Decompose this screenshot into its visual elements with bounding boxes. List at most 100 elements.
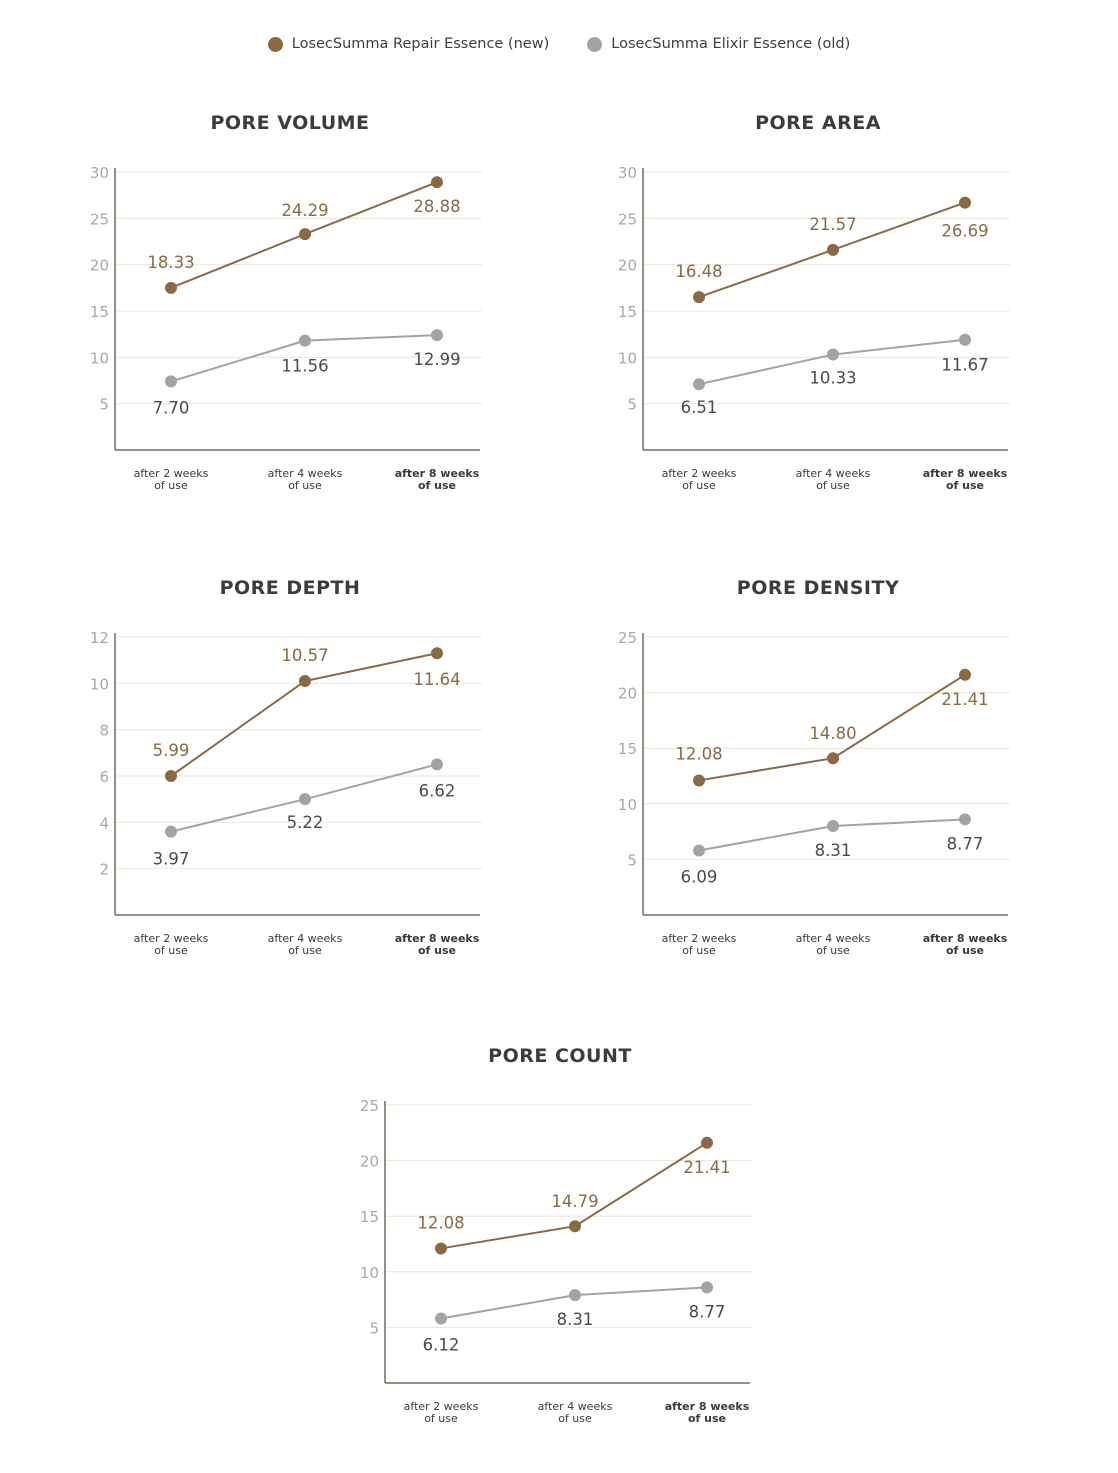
data-label-old: 8.77 (689, 1302, 726, 1321)
data-point-old (299, 793, 311, 806)
chart-title: PORE AREA (755, 112, 881, 134)
data-point-new (299, 228, 311, 241)
y-tick-label: 10 (90, 349, 109, 367)
x-tick-line-2: of use (816, 944, 850, 957)
x-tick-line-2: of use (154, 479, 188, 492)
chart-plot: 5 10 15 20 25 30 18.33 24.29 28.88 7.70 11.56 12.99 (90, 164, 482, 451)
data-point-old (693, 844, 705, 857)
data-label-new: 18.33 (147, 253, 194, 272)
x-tick-label: after 2 weeks of use (121, 933, 221, 957)
data-label-old: 6.09 (681, 868, 718, 887)
data-point-old (165, 825, 177, 838)
data-label-old: 6.51 (681, 398, 718, 417)
data-label-new: 24.29 (281, 201, 328, 220)
y-tick-label: 25 (90, 210, 109, 228)
y-tick-label: 20 (90, 257, 109, 275)
data-point-new (165, 770, 177, 782)
y-tick-label: 20 (618, 257, 637, 275)
y-tick-label: 25 (360, 1097, 379, 1115)
data-label-new: 21.57 (809, 215, 856, 234)
y-tick-label: 10 (90, 675, 109, 693)
data-point-new (693, 774, 705, 787)
x-tick-line-1: after 8 weeks (394, 467, 480, 480)
data-label-new: 5.99 (153, 741, 190, 760)
y-tick-label: 15 (618, 303, 637, 321)
data-point-old (299, 334, 311, 347)
x-tick-label: after 2 weeks of use (649, 468, 749, 492)
x-tick-line-2: of use (424, 1412, 458, 1425)
x-tick-label: after 8 weeks of use (915, 933, 1015, 957)
y-tick-label: 4 (99, 814, 109, 832)
x-tick-label: after 2 weeks of use (121, 468, 221, 492)
data-point-new (435, 1242, 447, 1255)
y-tick-label: 5 (99, 396, 109, 414)
x-tick-line-2: of use (288, 479, 322, 492)
data-label-old: 6.62 (419, 781, 456, 800)
chart-title: PORE VOLUME (210, 112, 370, 134)
x-tick-line-1: after 4 weeks (537, 1400, 613, 1413)
y-tick-label: 15 (90, 303, 109, 321)
legend-label-old: LosecSumma Elixir Essence (old) (611, 36, 851, 52)
data-label-old: 12.99 (413, 350, 460, 369)
data-point-new (827, 243, 839, 256)
data-label-old: 11.56 (281, 357, 328, 376)
chart-plot: 2 4 6 8 10 12 5.99 10.57 11.64 3.97 5.22 6.62 (90, 629, 482, 916)
data-label-new: 26.69 (941, 222, 988, 241)
y-tick-label: 15 (618, 740, 637, 758)
x-tick-label: after 8 weeks of use (387, 933, 487, 957)
x-tick-line-1: after 4 weeks (267, 932, 343, 945)
y-tick-label: 2 (99, 861, 109, 879)
x-tick-line-2: of use (945, 944, 984, 957)
data-label-new: 10.57 (281, 646, 328, 665)
data-label-old: 3.97 (153, 850, 190, 869)
legend-item-old: LosecSumma Elixir Essence (old) (587, 36, 850, 52)
data-label-old: 8.31 (815, 841, 852, 860)
legend: LosecSumma Repair Essence (new) LosecSum… (0, 36, 1118, 52)
x-tick-line-1: after 2 weeks (133, 932, 209, 945)
data-label-old: 8.77 (947, 834, 984, 853)
data-point-new (165, 281, 177, 294)
data-label-new: 14.80 (809, 724, 856, 743)
data-point-old (431, 758, 443, 771)
x-tick-line-1: after 4 weeks (795, 467, 871, 480)
y-tick-label: 12 (90, 629, 109, 647)
x-tick-line-2: of use (816, 479, 850, 492)
data-point-new (299, 675, 311, 688)
y-tick-label: 10 (618, 349, 637, 367)
legend-item-new: LosecSumma Repair Essence (new) (267, 36, 549, 52)
x-tick-label: after 8 weeks of use (915, 468, 1015, 492)
data-label-new: 21.41 (941, 690, 988, 709)
data-point-new (569, 1220, 581, 1233)
chart-plot: 5 10 15 20 25 30 16.48 21.57 26.69 6.51 10.33 11.67 (618, 164, 1010, 451)
data-point-new (701, 1136, 713, 1149)
data-label-new: 11.64 (413, 670, 460, 689)
x-tick-line-2: of use (154, 944, 188, 957)
data-label-old: 11.67 (941, 356, 988, 375)
x-tick-line-2: of use (417, 479, 456, 492)
data-label-old: 7.70 (153, 398, 190, 417)
data-point-old (569, 1289, 581, 1302)
chart-title: PORE DENSITY (736, 577, 900, 599)
data-label-new: 12.08 (417, 1213, 464, 1232)
data-label-old: 5.22 (287, 813, 324, 832)
y-tick-label: 20 (360, 1153, 379, 1171)
x-tick-line-1: after 4 weeks (267, 467, 343, 480)
y-tick-label: 5 (369, 1319, 379, 1337)
x-tick-line-1: after 4 weeks (795, 932, 871, 945)
chart-plot: 5 10 15 20 25 12.08 14.79 21.41 6.12 8.31 8.77 (360, 1097, 752, 1384)
x-tick-line-2: of use (288, 944, 322, 957)
x-tick-line-1: after 8 weeks (922, 467, 1008, 480)
y-tick-label: 8 (99, 722, 109, 740)
x-tick-label: after 4 weeks of use (525, 1401, 625, 1425)
data-label-old: 10.33 (809, 369, 856, 388)
x-tick-line-1: after 2 weeks (403, 1400, 479, 1413)
x-tick-line-1: after 2 weeks (661, 932, 737, 945)
x-tick-label: after 8 weeks of use (657, 1401, 757, 1425)
x-tick-line-2: of use (558, 1412, 592, 1425)
x-tick-line-2: of use (945, 479, 984, 492)
data-point-old (435, 1312, 447, 1325)
x-tick-label: after 4 weeks of use (783, 468, 883, 492)
x-tick-line-1: after 8 weeks (922, 932, 1008, 945)
x-tick-line-2: of use (417, 944, 456, 957)
data-point-old (693, 378, 705, 391)
